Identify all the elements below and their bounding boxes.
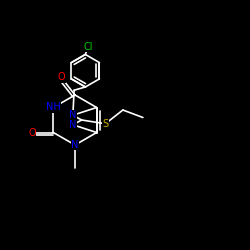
Text: N: N bbox=[69, 110, 76, 120]
Text: S: S bbox=[102, 119, 108, 129]
Text: Cl: Cl bbox=[83, 42, 92, 52]
Text: NH: NH bbox=[46, 102, 61, 113]
Text: O: O bbox=[28, 128, 36, 138]
Text: N: N bbox=[71, 140, 79, 150]
Text: N: N bbox=[69, 120, 76, 130]
Text: O: O bbox=[58, 72, 65, 83]
